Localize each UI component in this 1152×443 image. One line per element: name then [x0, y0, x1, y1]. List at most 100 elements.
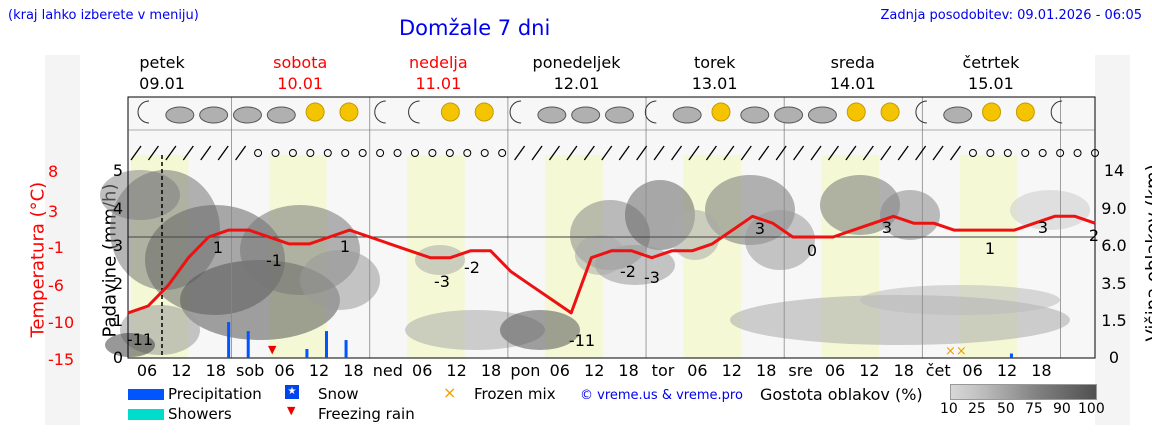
- day-name: ponedeljek: [532, 53, 621, 72]
- cloud-icon: [537, 106, 567, 124]
- wind-barb-icon: [775, 145, 787, 161]
- x-tick: sob: [236, 361, 264, 380]
- x-tick: 12: [722, 361, 742, 380]
- temperature-value: 1: [340, 237, 350, 256]
- temp-tick: -1: [48, 238, 64, 257]
- legend-showers-label: Showers: [168, 405, 232, 423]
- density-tick: 90: [1053, 401, 1071, 417]
- x-tick: 18: [618, 361, 638, 380]
- wind-barb-icon: [723, 145, 735, 161]
- left-axis-bg: [45, 55, 80, 425]
- wind-barb-icon: [949, 145, 962, 161]
- precip-bar: [1009, 353, 1013, 358]
- precip-bar: [324, 331, 328, 358]
- plot-frame: [127, 96, 1096, 359]
- wind-barb-icon: [915, 145, 927, 161]
- cloud-blob: [860, 285, 1060, 315]
- wind-barb-icon: [514, 145, 526, 161]
- day-name: sobota: [273, 53, 328, 72]
- wind-calm-icon: [358, 149, 367, 157]
- temperature-value: 1: [213, 238, 223, 257]
- temperature-value: 3: [882, 218, 892, 237]
- cloud-density-label: Gostota oblakov (%): [760, 385, 923, 404]
- temperature-value: 2: [1089, 226, 1099, 245]
- density-tick: 100: [1078, 401, 1105, 417]
- x-tick: čet: [926, 361, 951, 380]
- sun-icon: [880, 102, 900, 122]
- x-tick: sre: [788, 361, 812, 380]
- cloud-icon: [199, 106, 229, 124]
- wind-barb-icon: [147, 145, 159, 161]
- x-tick: 12: [859, 361, 879, 380]
- cloud-blob: [300, 250, 380, 310]
- wind-barb-icon: [932, 145, 944, 161]
- x-tick: 12: [309, 361, 329, 380]
- day-date: 09.01: [139, 74, 185, 93]
- wind-barb-icon: [670, 145, 683, 161]
- wind-barb-icon: [636, 145, 648, 161]
- x-tick: 06: [550, 361, 570, 380]
- moon-icon: [408, 100, 420, 124]
- x-tick: 06: [412, 361, 432, 380]
- cloud-tick: 0: [1109, 348, 1119, 367]
- cloud-icon: [571, 106, 601, 124]
- x-tick: 06: [962, 361, 982, 380]
- wind-barb-icon: [566, 145, 578, 161]
- cloud-icon: [943, 106, 973, 124]
- day-name: nedelja: [409, 53, 468, 72]
- day-date: 12.01: [553, 74, 600, 93]
- day-name: petek: [139, 53, 185, 72]
- day-date: 11.01: [415, 74, 462, 93]
- wind-calm-icon: [1021, 149, 1030, 157]
- sun-icon: [1015, 102, 1035, 122]
- wind-barb-icon: [130, 145, 142, 161]
- moon-icon: [137, 100, 150, 124]
- precip-tick: 2: [113, 274, 123, 293]
- wind-barb-icon: [583, 145, 595, 161]
- x-tick: 18: [206, 361, 226, 380]
- temperature-value: -2: [620, 262, 636, 281]
- temp-tick: -6: [48, 276, 64, 295]
- freezing-rain-icon: ▼: [287, 404, 296, 417]
- day-date: 14.01: [829, 74, 876, 93]
- precip-tick: 5: [113, 161, 123, 180]
- legend-precip-label: Precipitation: [168, 385, 262, 403]
- x-tick: 12: [584, 361, 604, 380]
- cloud-blob: [670, 210, 720, 260]
- frozen-mix-mark: ××: [945, 344, 967, 359]
- cloud-tick: 3.5: [1101, 274, 1126, 293]
- credit-link[interactable]: © vreme.us & vreme.pro: [580, 388, 743, 403]
- cloud-icon: [605, 106, 634, 124]
- density-tick: 50: [997, 401, 1015, 417]
- wind-barb-icon: [827, 145, 839, 161]
- temperature-value: -11: [569, 331, 595, 350]
- precip-bar: [344, 340, 348, 358]
- cloud-tick: 9.0: [1101, 199, 1126, 218]
- wind-calm-icon: [410, 149, 419, 157]
- temperature-value: -1: [266, 251, 282, 270]
- wind-barb-icon: [758, 145, 770, 161]
- cloud-icon: [807, 106, 837, 124]
- cloud-icon: [266, 106, 296, 124]
- wind-calm-icon: [463, 149, 472, 157]
- x-tick: pon: [510, 361, 540, 380]
- moon-icon: [374, 100, 386, 124]
- frozen-mix-icon: ×: [443, 383, 457, 402]
- cloud-blob: [415, 245, 465, 275]
- precip-bar: [227, 322, 231, 358]
- wind-barb-icon: [688, 145, 700, 161]
- cloud-axis-ticks: 0 1.5 3.5 6.0 9.0 14: [1101, 161, 1126, 367]
- x-tick: 18: [894, 361, 914, 380]
- page-title: Domžale 7 dni: [399, 16, 551, 40]
- day-name: četrtek: [962, 53, 1020, 72]
- cloud-blob: [1010, 190, 1090, 230]
- temp-tick: -15: [48, 350, 75, 369]
- wind-barb-icon: [810, 145, 822, 161]
- temperature-value: 3: [1038, 218, 1048, 237]
- x-tick: tor: [652, 361, 675, 380]
- precipitation-bars: ▼ ××: [227, 322, 1013, 359]
- precip-tick: 4: [113, 199, 123, 218]
- snow-icon: ★: [285, 385, 299, 399]
- x-tick: 06: [825, 361, 845, 380]
- temp-tick: 8: [48, 162, 59, 181]
